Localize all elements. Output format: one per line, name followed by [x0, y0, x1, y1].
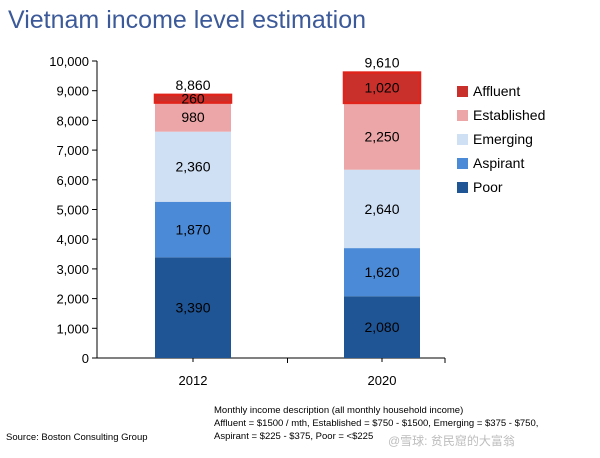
bar-segment-affluent	[153, 93, 233, 104]
legend-label-aspirant: Aspirant	[473, 155, 524, 171]
source-note: Source: Boston Consulting Group	[6, 432, 148, 443]
bar-segment-emerging	[155, 131, 231, 202]
y-tick-label: 7,000	[56, 143, 89, 158]
y-tick-label: 1,000	[56, 321, 89, 336]
y-tick-label: 5,000	[56, 203, 89, 218]
legend-label-poor: Poor	[473, 179, 503, 195]
bar-segment-poor	[155, 257, 231, 358]
y-tick-label: 0	[82, 351, 89, 366]
segment-value-label: 2,360	[175, 159, 210, 175]
total-value-label: 9,610	[364, 55, 399, 71]
segment-value-label: 2,250	[364, 128, 399, 144]
y-tick-label: 3,000	[56, 262, 89, 277]
bar-segment-established	[344, 102, 420, 170]
income-description-note: Monthly income description (all monthly …	[214, 404, 538, 443]
legend-label-emerging: Emerging	[473, 131, 533, 147]
y-tick-label: 9,000	[56, 84, 89, 99]
bar-segment-aspirant	[344, 248, 420, 297]
segment-value-label: 1,020	[364, 80, 399, 96]
segment-value-label: 2,080	[364, 319, 399, 335]
legend-swatch-established	[457, 110, 468, 121]
total-value-label: 8,860	[175, 77, 210, 93]
y-tick-label: 6,000	[56, 173, 89, 188]
segment-value-label: 3,390	[175, 300, 210, 316]
bar-segment-aspirant	[155, 201, 231, 258]
y-tick-label: 8,000	[56, 113, 89, 128]
note-line: Aspirant = $225 - $375, Poor = <$225	[214, 431, 374, 442]
bar-segment-poor	[344, 296, 420, 358]
bar-segment-emerging	[344, 169, 420, 249]
legend-swatch-poor	[457, 182, 468, 193]
bar-segment-affluent	[342, 71, 422, 105]
segment-value-label: 980	[181, 109, 205, 125]
legend-swatch-affluent	[457, 86, 468, 97]
note-line: Affluent = $1500 / mth, Established = $7…	[214, 418, 539, 429]
chart-title: Vietnam income level estimation	[8, 6, 367, 34]
segment-value-label: 2,640	[364, 201, 399, 217]
y-tick-label: 10,000	[49, 54, 89, 69]
legend-swatch-aspirant	[457, 158, 468, 169]
segment-value-label: 1,620	[364, 264, 399, 280]
bar-segment-established	[155, 102, 231, 132]
x-tick-label: 2012	[179, 373, 208, 388]
y-tick-label: 2,000	[56, 292, 89, 307]
legend-swatch-emerging	[457, 134, 468, 145]
x-tick-label: 2020	[368, 373, 397, 388]
y-tick-label: 4,000	[56, 232, 89, 247]
legend-label-established: Established	[473, 107, 545, 123]
segment-value-label: 260	[181, 91, 205, 107]
note-line: Monthly income description (all monthly …	[214, 405, 464, 416]
segment-value-label: 1,870	[175, 222, 210, 238]
watermark: @雪球: 贫民窟的大富翁	[388, 434, 515, 448]
legend-label-affluent: Affluent	[473, 83, 520, 99]
